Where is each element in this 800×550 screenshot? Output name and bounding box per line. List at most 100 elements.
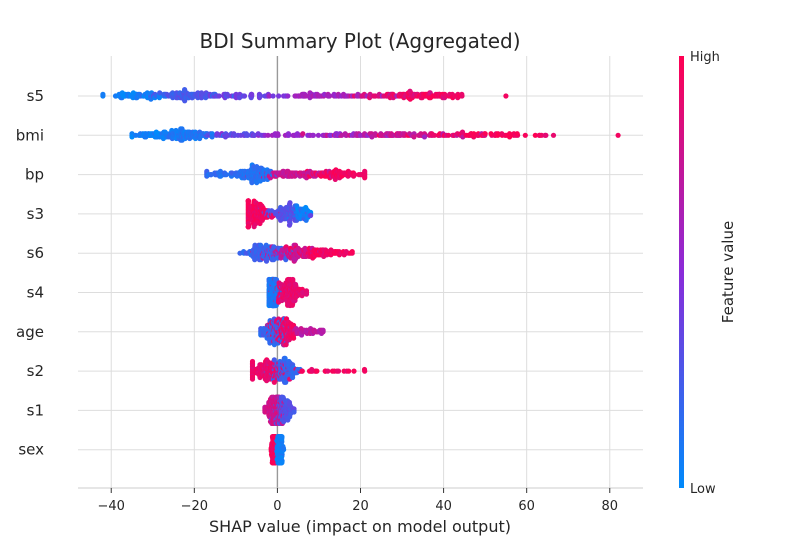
data-point-s2 bbox=[282, 355, 288, 361]
data-point-bp bbox=[223, 172, 229, 178]
data-point-s2 bbox=[271, 379, 277, 385]
data-point-s2 bbox=[299, 368, 305, 374]
data-point-s5 bbox=[216, 93, 222, 99]
data-point-bmi bbox=[265, 132, 271, 138]
data-point-s3 bbox=[245, 224, 251, 230]
data-point-bmi bbox=[514, 131, 520, 137]
feature-labels: s5 bmi bp s3 s6 s4 age s2 s1 sex bbox=[16, 87, 44, 459]
feature-label-sex: sex bbox=[18, 441, 44, 459]
data-point-s5 bbox=[327, 93, 333, 99]
gridlines bbox=[78, 56, 643, 488]
data-point-s5 bbox=[266, 93, 272, 99]
data-point-bmi bbox=[550, 132, 557, 138]
x-tick-label: 80 bbox=[601, 499, 618, 514]
data-point-bmi bbox=[372, 131, 378, 137]
data-point-s3 bbox=[286, 222, 293, 228]
data-point-s2 bbox=[335, 368, 342, 374]
data-point-s4 bbox=[303, 291, 310, 297]
data-point-bp bbox=[362, 168, 368, 174]
data-point-s2 bbox=[351, 368, 357, 374]
feature-label-bp: bp bbox=[25, 166, 44, 184]
data-point-s2 bbox=[314, 368, 320, 374]
data-point-bmi bbox=[245, 132, 251, 138]
data-point-s5 bbox=[276, 93, 282, 99]
data-point-s5 bbox=[100, 91, 106, 97]
data-point-s5 bbox=[303, 93, 309, 99]
data-point-s5 bbox=[258, 93, 264, 99]
feature-label-s1: s1 bbox=[27, 401, 44, 419]
feature-label-age: age bbox=[16, 323, 44, 341]
data-point-bmi bbox=[300, 131, 306, 137]
feature-label-s2: s2 bbox=[27, 362, 44, 380]
feature-label-bmi: bmi bbox=[16, 126, 44, 144]
data-point-bmi bbox=[507, 134, 513, 140]
data-point-bmi bbox=[522, 132, 528, 138]
data-point-bmi bbox=[543, 132, 549, 138]
data-point-s3 bbox=[287, 200, 293, 206]
data-point-s5 bbox=[241, 93, 248, 99]
data-point-sex bbox=[278, 434, 284, 440]
data-points bbox=[100, 87, 621, 466]
x-tick-label: 20 bbox=[352, 499, 369, 514]
data-point-bmi bbox=[532, 132, 538, 138]
data-point-age bbox=[291, 335, 297, 341]
data-point-bmi bbox=[315, 132, 321, 138]
data-point-s5 bbox=[224, 91, 230, 97]
data-point-bmi bbox=[482, 131, 488, 137]
data-point-bmi bbox=[495, 131, 501, 137]
colorbar bbox=[679, 56, 684, 488]
data-point-s5 bbox=[459, 91, 465, 97]
data-point-s1 bbox=[286, 399, 292, 405]
x-tick-label: −40 bbox=[98, 499, 125, 514]
colorbar-low-label: Low bbox=[690, 482, 716, 497]
data-point-s4 bbox=[289, 302, 295, 308]
data-point-age bbox=[320, 327, 326, 333]
data-point-s5 bbox=[285, 93, 291, 99]
data-point-s2 bbox=[325, 368, 331, 374]
data-point-bmi bbox=[431, 132, 437, 138]
data-point-s2 bbox=[249, 376, 256, 382]
data-point-s5 bbox=[157, 90, 163, 96]
data-point-bmi bbox=[459, 129, 466, 135]
x-tick-label: −20 bbox=[181, 499, 208, 514]
data-point-s6 bbox=[263, 258, 270, 264]
data-point-sex bbox=[279, 460, 285, 466]
feature-label-s4: s4 bbox=[27, 284, 44, 302]
colorbar-high-label: High bbox=[690, 50, 720, 65]
chart-title: BDI Summary Plot (Aggregated) bbox=[200, 29, 521, 53]
data-point-sex bbox=[280, 445, 286, 451]
x-tick-label: 60 bbox=[518, 499, 535, 514]
data-point-s2 bbox=[290, 374, 296, 381]
data-point-bp bbox=[352, 172, 358, 178]
feature-label-s5: s5 bbox=[27, 87, 44, 105]
data-point-s5 bbox=[249, 91, 255, 97]
data-point-s5 bbox=[270, 93, 276, 99]
data-point-bmi bbox=[275, 131, 281, 137]
data-point-s1 bbox=[291, 409, 297, 415]
data-point-s3 bbox=[308, 212, 314, 219]
feature-label-s6: s6 bbox=[27, 244, 44, 262]
data-point-bmi bbox=[615, 132, 621, 138]
data-point-s3 bbox=[245, 198, 251, 204]
colorbar-label: Feature value bbox=[719, 221, 737, 323]
data-point-bmi bbox=[445, 132, 451, 138]
data-point-s6 bbox=[349, 249, 355, 255]
x-tick-label: 40 bbox=[435, 499, 452, 514]
data-point-age bbox=[283, 342, 289, 348]
data-point-s2 bbox=[249, 358, 256, 365]
data-point-bp bbox=[362, 175, 368, 181]
data-point-bmi bbox=[421, 134, 428, 140]
data-point-bmi bbox=[411, 134, 417, 140]
data-point-s6 bbox=[283, 257, 289, 263]
x-axis-ticks: −40 −20 0 20 40 60 80 bbox=[98, 488, 618, 514]
data-point-s5 bbox=[156, 95, 162, 101]
data-point-s4 bbox=[290, 276, 296, 283]
data-point-bmi bbox=[310, 132, 316, 138]
x-tick-label: 0 bbox=[273, 499, 281, 514]
data-point-s2 bbox=[361, 366, 368, 373]
data-point-bp bbox=[217, 168, 223, 174]
data-point-bmi bbox=[286, 132, 292, 138]
data-point-bmi bbox=[209, 134, 215, 140]
data-point-s2 bbox=[346, 368, 352, 374]
